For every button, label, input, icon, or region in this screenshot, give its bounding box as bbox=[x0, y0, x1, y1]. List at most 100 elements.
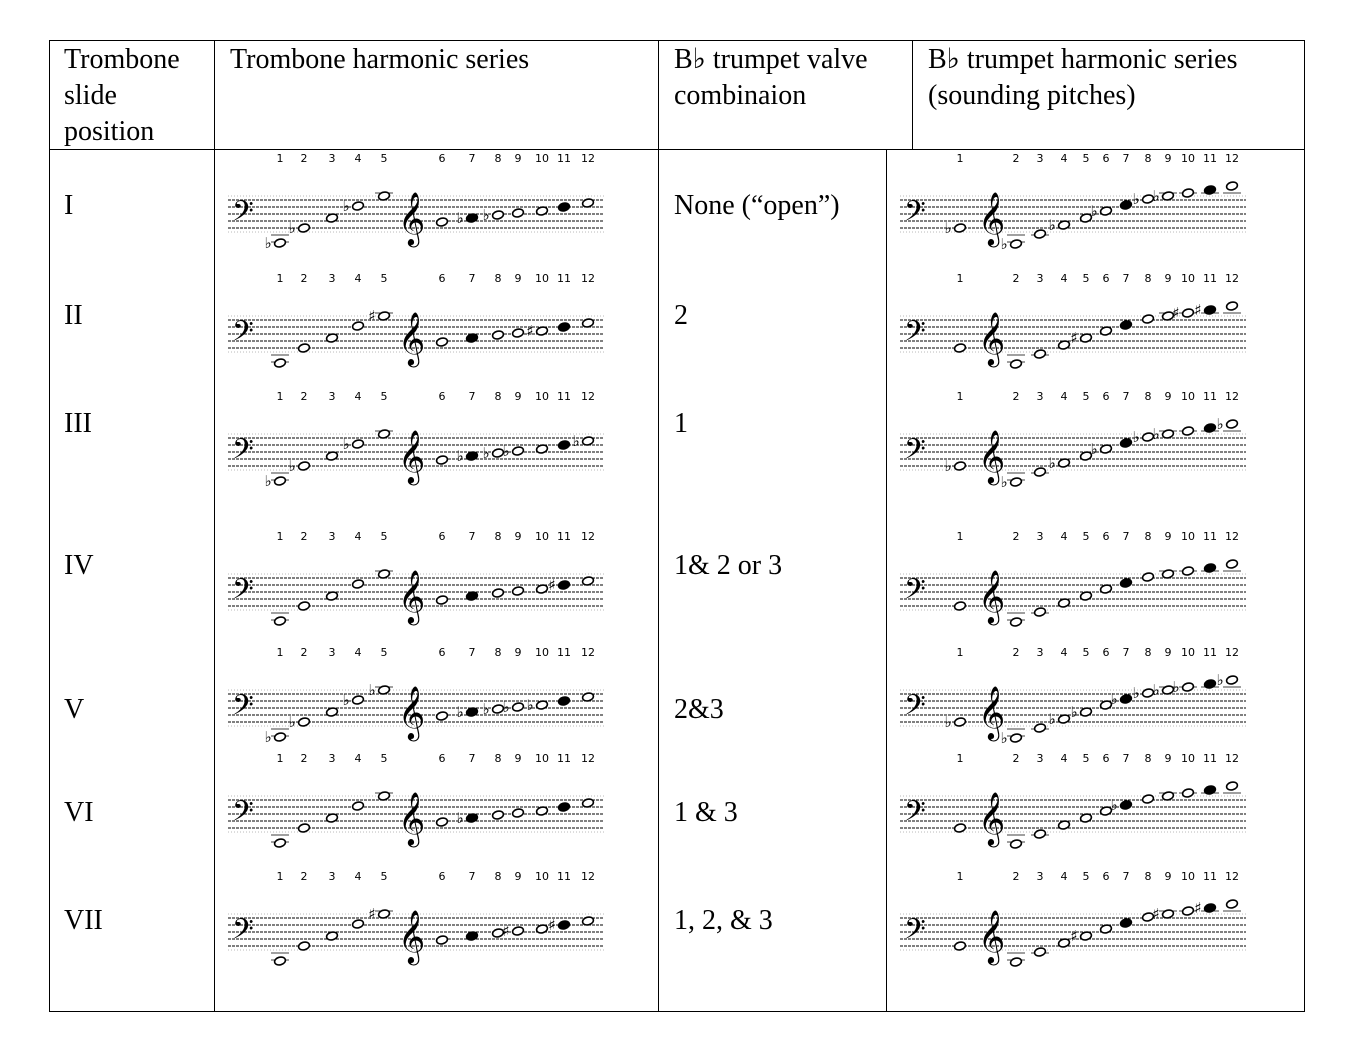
sharp-sign: ♯ bbox=[1172, 304, 1179, 322]
flat-sign: ♭ bbox=[342, 691, 349, 709]
note-head bbox=[581, 576, 595, 586]
note-head bbox=[1057, 340, 1071, 350]
flat-sign: ♭ bbox=[264, 472, 271, 490]
note-head bbox=[1099, 206, 1113, 216]
harmonic-number: 9 bbox=[1165, 390, 1172, 403]
harmonic-number: 4 bbox=[355, 752, 362, 765]
note-head bbox=[1119, 200, 1133, 210]
harmonic-number: 10 bbox=[535, 152, 549, 165]
note-head bbox=[491, 210, 505, 220]
note-head bbox=[465, 813, 479, 823]
harmonic-number: 2 bbox=[301, 390, 308, 403]
note-head bbox=[535, 584, 549, 594]
harmonic-number: 3 bbox=[329, 752, 336, 765]
header-trumpet-valve: B♭ trumpet valve combinaion bbox=[674, 44, 868, 111]
flat-sign: ♭ bbox=[288, 219, 295, 237]
note-head bbox=[953, 717, 967, 727]
harmonic-number: 3 bbox=[1037, 272, 1044, 285]
harmonic-number: 3 bbox=[329, 870, 336, 883]
harmonic-number: 2 bbox=[301, 752, 308, 765]
harmonic-number: 11 bbox=[1203, 870, 1217, 883]
note-head bbox=[377, 429, 391, 439]
note-head bbox=[1181, 566, 1195, 576]
sharp-sign: ♯ bbox=[502, 922, 509, 940]
harmonic-number: 10 bbox=[1181, 152, 1195, 165]
harmonic-number: 9 bbox=[515, 272, 522, 285]
note-head bbox=[511, 446, 525, 456]
harmonic-number: 8 bbox=[1145, 530, 1152, 543]
note-head bbox=[1225, 781, 1239, 791]
note-head bbox=[435, 935, 449, 945]
note-head bbox=[1079, 333, 1093, 343]
harmonic-number: 6 bbox=[439, 752, 446, 765]
harmonic-number: 9 bbox=[515, 390, 522, 403]
harmonic-number: 8 bbox=[1145, 152, 1152, 165]
note-head bbox=[1141, 314, 1155, 324]
flat-sign: ♭ bbox=[368, 681, 375, 699]
harmonic-number: 3 bbox=[329, 530, 336, 543]
harmonic-number: 11 bbox=[557, 390, 571, 403]
note-head bbox=[557, 802, 571, 812]
harmonic-number: 7 bbox=[1123, 272, 1130, 285]
note-head bbox=[535, 806, 549, 816]
harmonic-number: 10 bbox=[535, 752, 549, 765]
flat-sign: ♭ bbox=[288, 457, 295, 475]
note-head bbox=[511, 328, 525, 338]
sharp-sign: ♯ bbox=[1152, 905, 1159, 923]
note-head bbox=[325, 591, 339, 601]
harmonic-number: 6 bbox=[1103, 152, 1110, 165]
note-head bbox=[351, 201, 365, 211]
note-head bbox=[351, 801, 365, 811]
flat-sign: ♭ bbox=[1132, 684, 1139, 702]
valve-combination-label: None (“open”) bbox=[674, 190, 840, 221]
note-head bbox=[1009, 239, 1023, 249]
note-head bbox=[325, 213, 339, 223]
harmonic-number: 5 bbox=[1083, 152, 1090, 165]
note-head bbox=[1141, 194, 1155, 204]
harmonic-number: 12 bbox=[1225, 646, 1239, 659]
note-head bbox=[557, 202, 571, 212]
valve-combination-label: 1 bbox=[674, 408, 688, 439]
harmonic-number: 6 bbox=[1103, 530, 1110, 543]
sharp-sign: ♯ bbox=[1194, 301, 1201, 319]
bass-clef: 𝄢 bbox=[232, 913, 254, 953]
harmonic-number: 12 bbox=[1225, 530, 1239, 543]
bass-clef: 𝄢 bbox=[232, 315, 254, 355]
note-head bbox=[1161, 909, 1175, 919]
note-head bbox=[1057, 714, 1071, 724]
note-head bbox=[1141, 432, 1155, 442]
note-head bbox=[435, 217, 449, 227]
harmonic-number: 5 bbox=[1083, 870, 1090, 883]
flat-sign: ♭ bbox=[1132, 190, 1139, 208]
harmonic-number: 4 bbox=[1061, 272, 1068, 285]
sharp-sign: ♯ bbox=[526, 322, 533, 340]
note-head bbox=[1099, 326, 1113, 336]
harmonic-number: 7 bbox=[469, 272, 476, 285]
harmonic-number: 12 bbox=[581, 870, 595, 883]
flat-sign: ♭ bbox=[456, 447, 463, 465]
header-trombone-series: Trombone harmonic series bbox=[230, 44, 530, 75]
note-head bbox=[1099, 924, 1113, 934]
note-head bbox=[953, 223, 967, 233]
note-head bbox=[435, 711, 449, 721]
note-head bbox=[377, 909, 391, 919]
harmonic-number: 1 bbox=[957, 390, 964, 403]
note-head bbox=[953, 601, 967, 611]
sharp-sign: ♯ bbox=[1194, 899, 1201, 917]
note-head bbox=[1079, 813, 1093, 823]
slide-position-label: V bbox=[64, 694, 85, 725]
note-head bbox=[1079, 931, 1093, 941]
note-head bbox=[581, 798, 595, 808]
note-head bbox=[1181, 308, 1195, 318]
note-head bbox=[1181, 188, 1195, 198]
treble-clef: 𝄞 bbox=[398, 191, 425, 247]
treble-clef: 𝄞 bbox=[978, 311, 1005, 367]
harmonic-number: 3 bbox=[1037, 752, 1044, 765]
column-divider bbox=[658, 40, 659, 1012]
note-head bbox=[351, 579, 365, 589]
flat-sign: ♭ bbox=[482, 444, 489, 462]
treble-clef: 𝄞 bbox=[398, 791, 425, 847]
note-head bbox=[1225, 899, 1239, 909]
note-head bbox=[1099, 700, 1113, 710]
harmonic-number: 12 bbox=[1225, 752, 1239, 765]
